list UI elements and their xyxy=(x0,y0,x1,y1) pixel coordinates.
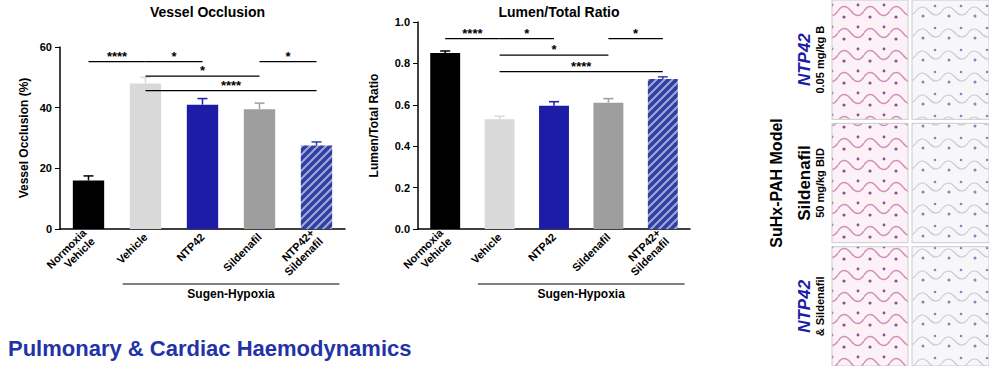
svg-text:*: * xyxy=(171,49,177,64)
svg-text:Sildenafil: Sildenafil xyxy=(282,235,325,278)
svg-text:60: 60 xyxy=(40,41,52,53)
svg-text:Vehicle: Vehicle xyxy=(62,235,97,270)
svg-text:Sildenafil: Sildenafil xyxy=(628,235,671,278)
svg-text:Sildenafil: Sildenafil xyxy=(221,231,264,274)
svg-text:****: **** xyxy=(571,59,592,74)
svg-text:NTP42: NTP42 xyxy=(526,231,559,264)
svg-text:Sugen-Hypoxia: Sugen-Hypoxia xyxy=(538,287,626,301)
svg-text:NTP42+: NTP42+ xyxy=(625,226,663,264)
svg-text:*: * xyxy=(285,49,291,64)
svg-text:Vehicle: Vehicle xyxy=(114,231,149,266)
svg-text:*: * xyxy=(633,26,639,41)
svg-text:Lumen/Total Ratio: Lumen/Total Ratio xyxy=(367,74,381,178)
svg-text:Vehicle: Vehicle xyxy=(469,231,504,266)
svg-text:Normoxia: Normoxia xyxy=(400,226,446,271)
svg-text:****: **** xyxy=(221,78,242,93)
svg-text:1.0: 1.0 xyxy=(395,16,410,28)
svg-text:& Sildenafil: & Sildenafil xyxy=(814,276,826,336)
svg-text:Vessel Occlusion (%): Vessel Occlusion (%) xyxy=(17,78,31,199)
svg-text:Sildenafil: Sildenafil xyxy=(795,145,814,221)
svg-text:Sildenafil: Sildenafil xyxy=(570,231,613,274)
svg-text:Pulmonary & Cardiac Haemodynam: Pulmonary & Cardiac Haemodynamics xyxy=(8,336,411,361)
svg-text:Sugen-Hypoxia: Sugen-Hypoxia xyxy=(187,287,275,301)
svg-text:NTP42: NTP42 xyxy=(174,231,207,264)
svg-text:Lumen/Total Ratio: Lumen/Total Ratio xyxy=(498,4,619,20)
svg-text:0.8: 0.8 xyxy=(395,57,410,69)
svg-text:SuHx-PAH Model: SuHx-PAH Model xyxy=(768,118,785,247)
svg-text:*: * xyxy=(551,42,557,57)
svg-text:0.0: 0.0 xyxy=(395,223,410,235)
svg-text:*: * xyxy=(200,63,206,78)
svg-text:*: * xyxy=(524,26,530,41)
svg-text:NTP42: NTP42 xyxy=(795,33,814,86)
svg-text:40: 40 xyxy=(40,102,52,114)
svg-text:NTP42: NTP42 xyxy=(795,279,814,332)
svg-text:****: **** xyxy=(462,26,483,41)
svg-text:0: 0 xyxy=(46,223,52,235)
svg-text:Vessel Occlusion: Vessel Occlusion xyxy=(150,4,265,20)
svg-text:20: 20 xyxy=(40,162,52,174)
svg-text:0.2: 0.2 xyxy=(395,182,410,194)
svg-text:****: **** xyxy=(107,49,128,64)
svg-text:0.05 mg/kg B: 0.05 mg/kg B xyxy=(814,26,826,94)
svg-text:Normoxia: Normoxia xyxy=(44,226,89,271)
svg-text:0.6: 0.6 xyxy=(395,99,410,111)
svg-text:50 mg/kg BID: 50 mg/kg BID xyxy=(814,148,826,218)
svg-text:0.4: 0.4 xyxy=(395,140,411,152)
svg-text:Vehicle: Vehicle xyxy=(418,235,453,270)
svg-text:NTP42+: NTP42+ xyxy=(279,226,317,264)
